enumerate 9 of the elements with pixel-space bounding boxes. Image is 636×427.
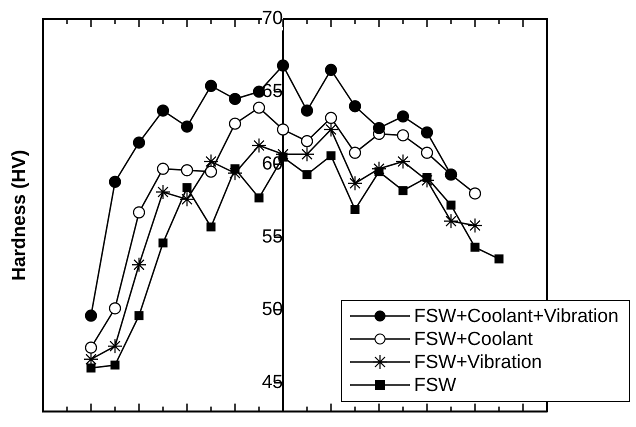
y-tick-label: 70 [262,8,283,30]
legend-label: FSW+Vibration [414,350,542,374]
legend-label: FSW+Coolant [414,328,533,351]
y-tick-label: 55 [262,226,283,248]
y-axis-title: Hardness (HV) [9,150,30,281]
y-tick-label: 50 [262,299,283,320]
legend-label: FSW [414,374,456,397]
legend-label: FSW+Coolant+Vibration [414,304,619,328]
y-tick-label: 45 [262,372,283,393]
